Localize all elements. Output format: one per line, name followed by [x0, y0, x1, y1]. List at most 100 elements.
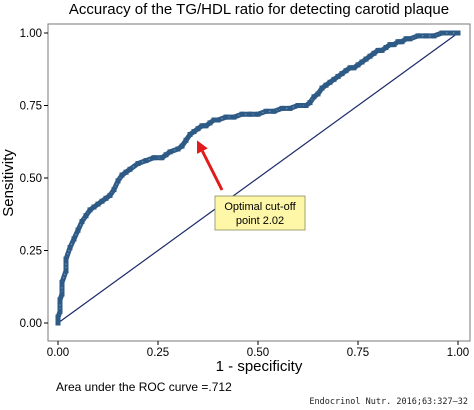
roc-point — [247, 111, 253, 117]
roc-point — [319, 85, 325, 91]
roc-point — [55, 320, 61, 326]
roc-point — [351, 65, 357, 71]
series-layer — [55, 30, 461, 326]
roc-point — [215, 117, 221, 123]
y-tick-label: 0.00 — [20, 318, 42, 330]
y-axis-label: Sensitivity — [0, 149, 17, 217]
roc-point — [71, 236, 77, 242]
roc-point — [403, 36, 409, 42]
roc-point — [223, 114, 229, 120]
x-tick-label: 0.50 — [247, 347, 269, 359]
roc-point — [195, 126, 201, 132]
roc-point — [127, 166, 133, 172]
roc-point — [355, 62, 361, 68]
roc-point — [59, 291, 65, 297]
roc-point — [363, 56, 369, 62]
annotation-line-2: point 2.02 — [236, 215, 284, 227]
x-tick-label: 0.25 — [147, 347, 169, 359]
roc-point — [83, 213, 89, 219]
roc-point — [107, 192, 113, 198]
roc-point — [91, 204, 97, 210]
roc-point — [415, 33, 421, 39]
roc-point — [387, 42, 393, 48]
roc-point — [315, 91, 321, 97]
roc-point — [383, 45, 389, 50]
roc-point — [103, 195, 109, 201]
roc-point — [295, 103, 301, 108]
roc-point — [135, 161, 141, 166]
roc-point — [75, 227, 81, 233]
x-tick-label: 1.00 — [447, 347, 469, 359]
roc-point — [343, 68, 349, 74]
roc-point — [347, 65, 353, 71]
roc-point — [59, 279, 65, 285]
roc-point — [423, 33, 429, 39]
roc-point — [199, 123, 205, 129]
roc-point — [63, 256, 69, 262]
source-citation: Endocrinol Nutr. 2016;63:327–32 — [309, 397, 468, 407]
annotation-box — [214, 195, 306, 231]
y-tick-label: 0.25 — [20, 246, 42, 258]
roc-point — [379, 47, 385, 53]
roc-point — [323, 82, 329, 88]
roc-point — [375, 47, 381, 53]
roc-point — [57, 297, 63, 303]
roc-point — [79, 219, 85, 224]
roc-point — [231, 114, 237, 120]
roc-point — [87, 207, 93, 213]
roc-point — [207, 120, 213, 126]
roc-point — [115, 178, 121, 184]
roc-point — [239, 111, 245, 117]
x-tick-label: 0.00 — [47, 347, 69, 359]
roc-point — [57, 308, 63, 314]
roc-point — [151, 155, 157, 161]
roc-point — [455, 30, 461, 36]
roc-point — [447, 30, 453, 36]
roc-point — [307, 100, 313, 106]
annotation-line-1: Optimal cut-off — [224, 201, 296, 213]
roc-point — [327, 79, 333, 85]
y-tick-label: 0.50 — [20, 173, 42, 185]
roc-point — [255, 111, 261, 117]
roc-point — [143, 158, 149, 164]
roc-point — [179, 143, 185, 149]
plot-frame — [47, 23, 471, 342]
roc-point — [119, 172, 125, 178]
y-tick-label: 1.00 — [20, 28, 42, 40]
roc-point — [63, 268, 69, 274]
roc-point — [211, 117, 217, 123]
roc-point — [399, 39, 405, 45]
roc-point — [203, 123, 209, 129]
roc-point — [159, 155, 165, 161]
roc-point — [367, 53, 373, 59]
x-axis: 0.00 0.25 0.50 0.75 1.00 — [47, 341, 469, 359]
roc-point — [335, 74, 341, 79]
annotation-arrowhead — [197, 140, 208, 154]
roc-point — [359, 59, 365, 65]
roc-point — [287, 105, 293, 111]
roc-point — [407, 36, 413, 42]
roc-point — [111, 187, 117, 193]
roc-point — [187, 132, 193, 137]
chart-title: Accuracy of the TG/HDL ratio for detecti… — [69, 1, 449, 18]
reference-line — [57, 32, 459, 324]
x-axis-label: 1 - specificity — [216, 358, 303, 375]
roc-point — [123, 169, 129, 175]
roc-point — [391, 42, 397, 48]
annotation: Optimal cut-off point 2.02 — [197, 140, 306, 231]
roc-point — [271, 108, 277, 114]
roc-point — [339, 71, 345, 77]
x-tick-label: 0.75 — [347, 347, 369, 359]
annotation-arrow — [201, 150, 224, 191]
roc-point — [371, 50, 377, 56]
roc-point — [163, 152, 169, 158]
roc-point — [331, 76, 337, 82]
roc-point — [99, 198, 105, 204]
roc-point — [95, 201, 101, 207]
roc-point — [431, 33, 437, 39]
roc-point — [263, 108, 269, 114]
roc-point — [439, 30, 445, 36]
roc-point — [183, 137, 189, 143]
